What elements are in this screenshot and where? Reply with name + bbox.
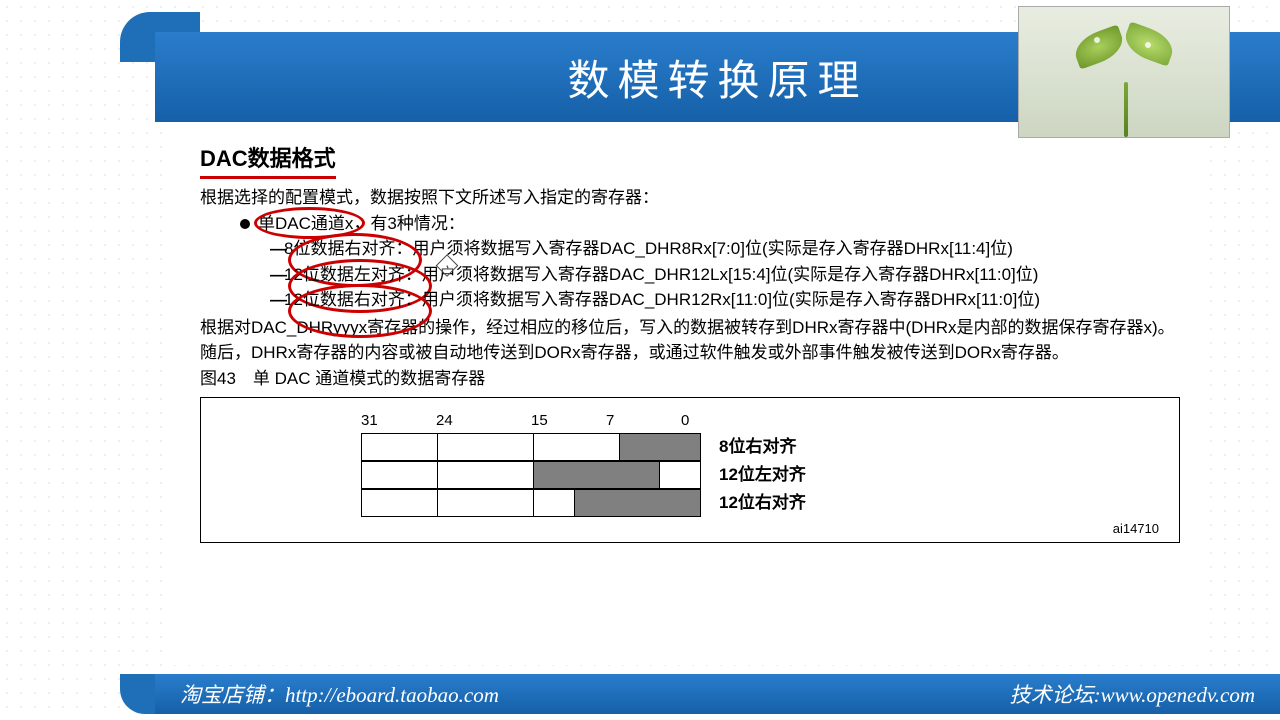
bullet-head: 单DAC通道x，有3种情况： [258, 214, 465, 233]
content-area: DAC数据格式 根据选择的配置模式，数据按照下文所述写入指定的寄存器： 单DAC… [170, 130, 1210, 665]
bit-row: 12位右对齐 [361, 489, 1159, 517]
intro-text: 根据选择的配置模式，数据按照下文所述写入指定的寄存器： [200, 185, 1180, 211]
footer-shop: 淘宝店铺：http://eboard.taobao.com [180, 679, 499, 709]
item-1: —12位数据左对齐：用户须将数据写入寄存器DAC_DHR12Lx[15:4]位(… [270, 262, 1180, 288]
sprout-image [1018, 6, 1230, 138]
section-title: DAC数据格式 [200, 142, 336, 179]
paragraph: 根据对DAC_DHRyyyx寄存器的操作，经过相应的移位后，写入的数据被转存到D… [200, 315, 1180, 366]
figure-title: 图43 单 DAC 通道模式的数据寄存器 [200, 366, 1180, 392]
figure: 31241570 8位右对齐12位左对齐12位右对齐 ai14710 [200, 397, 1180, 543]
item-0: —8位数据右对齐：用户须将数据写入寄存器DAC_DHR8Rx[7:0]位(实际是… [270, 236, 1180, 262]
page-title: 数模转换原理 [567, 47, 867, 108]
bit-row: 12位左对齐 [361, 461, 1159, 489]
footer: 淘宝店铺：http://eboard.taobao.com 技术论坛:www.o… [155, 674, 1280, 714]
figure-id: ai14710 [221, 519, 1159, 539]
bit-row: 8位右对齐 [361, 433, 1159, 461]
footer-forum: 技术论坛:www.openedv.com [1010, 679, 1255, 709]
item-2: —12位数据右对齐：用户须将数据写入寄存器DAC_DHR12Rx[11:0]位(… [270, 287, 1180, 313]
